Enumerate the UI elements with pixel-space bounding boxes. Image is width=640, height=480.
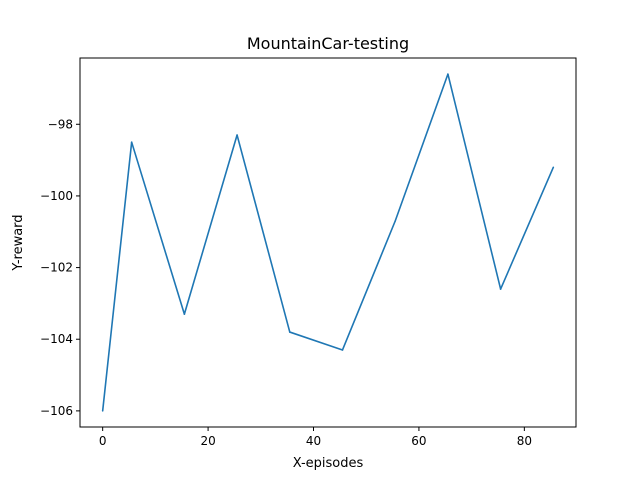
x-tick-label: 20	[200, 434, 215, 448]
y-tick-label: −98	[48, 117, 73, 131]
y-tick-label: −106	[40, 404, 73, 418]
data-point	[447, 73, 449, 75]
data-point	[183, 313, 186, 315]
y-tick-label: −100	[40, 189, 73, 203]
series-line-0	[101, 73, 555, 411]
x-tick-label: 60	[411, 434, 426, 448]
x-tick-label: 40	[306, 434, 321, 448]
chart-title: MountainCar-testing	[247, 34, 409, 53]
x-tick-label: 80	[517, 434, 532, 448]
data-point	[499, 288, 502, 290]
data-point	[552, 166, 555, 169]
axis-ticks: 0 20 40 60 80 −106 −104 −102 −100 −98	[40, 117, 532, 448]
x-tick-label: 0	[99, 434, 107, 448]
y-axis-label: Y-reward	[11, 214, 26, 271]
data-point	[288, 331, 291, 333]
data-point	[236, 134, 238, 136]
x-axis-label: X-episodes	[293, 456, 364, 471]
y-tick-label: −104	[40, 332, 73, 346]
data-point	[130, 141, 133, 143]
y-tick-label: −102	[40, 261, 73, 275]
data-point	[341, 349, 344, 351]
plot-area	[101, 73, 555, 412]
data-point	[101, 410, 104, 412]
data-point	[394, 220, 397, 222]
plot-frame	[79, 57, 577, 428]
